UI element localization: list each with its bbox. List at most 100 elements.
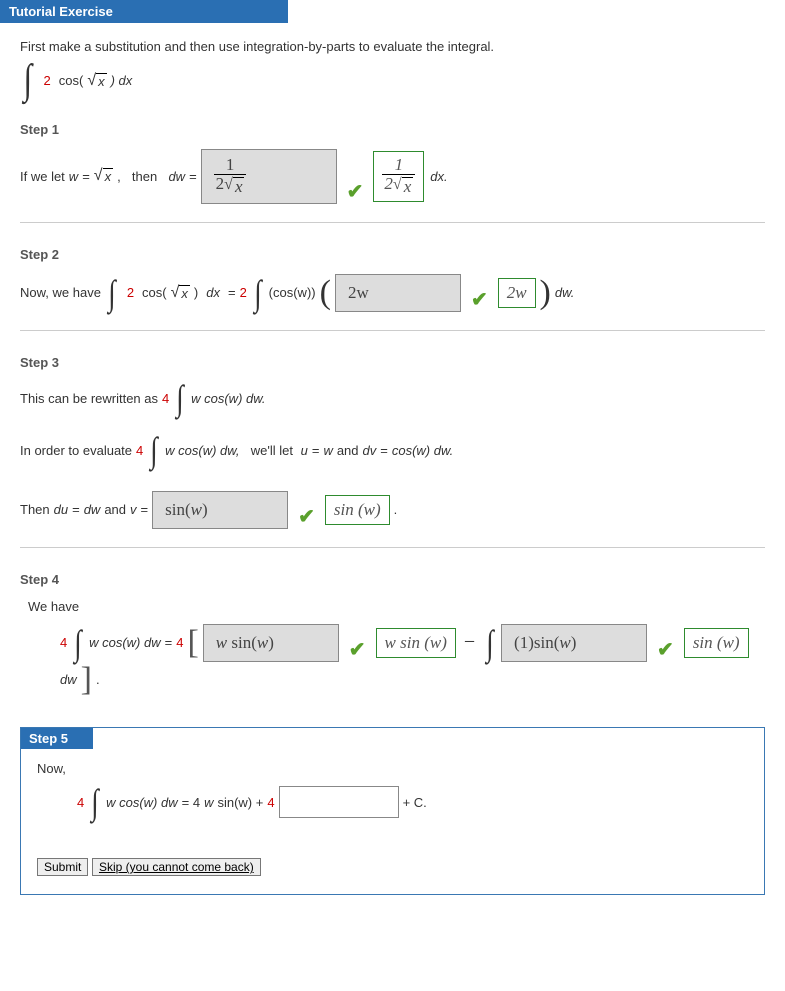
step2-gray-val: 2w <box>348 283 369 303</box>
step3-line1: This can be rewritten as 4 ∫ w cos(w) dw… <box>20 382 765 414</box>
step3-coeff1: 4 <box>162 391 169 406</box>
step3-line2: In order to evaluate 4 ∫ w cos(w) dw, we… <box>20 434 765 466</box>
step2-coeff1: 2 <box>123 285 138 300</box>
step1-green-frac: 1 2√x <box>382 156 415 197</box>
step2-sqrt: √ x <box>171 285 190 301</box>
step2-cos: cos( <box>142 285 167 300</box>
step5-rhs2: sin(w) + <box>217 795 263 810</box>
intro-integral: ∫ 2 cos( √ x ) dx <box>20 64 765 98</box>
skip-label: Skip (you cannot come back) <box>99 860 254 874</box>
step5-eq: = 4 <box>182 795 200 810</box>
step5-title: Step 5 <box>21 728 93 749</box>
integral-sign-icon: ∫ <box>108 277 115 309</box>
intro-sqrt-arg: x <box>96 73 107 89</box>
sqrt-sign-icon: √ <box>87 73 96 89</box>
sqrt-sign-icon: √ <box>171 285 180 301</box>
check-icon: ✔ <box>657 637 674 662</box>
step3-expr2: w cos(w) dw, <box>165 443 239 458</box>
check-icon: ✔ <box>347 179 364 204</box>
step1-then: then <box>125 169 165 184</box>
step3-eq2: = <box>380 443 388 458</box>
step5-answer-input[interactable] <box>279 786 399 818</box>
step1-pre: If we let <box>20 169 65 184</box>
tutorial-header: Tutorial Exercise <box>0 0 288 23</box>
integral-sign-icon: ∫ <box>74 627 81 659</box>
step1-title: Step 1 <box>20 122 765 137</box>
step2-sqrt-arg: x <box>179 285 190 301</box>
step3-eq1: = <box>312 443 320 458</box>
step4-answer-box1[interactable]: w sin(w) <box>203 624 339 662</box>
step1-answer-box[interactable]: 1 2√x <box>201 149 337 204</box>
intro-cos-open: cos( <box>59 73 84 88</box>
step1-line: If we let w = √ x , then dw = 1 2√x ✔ 1 <box>20 149 765 204</box>
step1-dw: dw <box>168 169 185 184</box>
step1-sqrt-arg: x <box>103 168 114 184</box>
step4-line: 4 ∫ w cos(w) dw = 4 [ w sin(w) ✔ w sin (… <box>60 624 765 693</box>
step1-correct-box: 1 2√x <box>373 151 424 202</box>
step1-gray-frac: 1 2√x <box>214 156 247 197</box>
step4-dw: dw <box>60 672 77 687</box>
step3-l3-pre: Then <box>20 502 50 517</box>
sqrt-sign-icon: √ <box>224 177 233 193</box>
step3-v: v <box>130 502 137 517</box>
step3-du: du <box>54 502 68 517</box>
step3-expr1: w cos(w) dw. <box>191 391 265 406</box>
step4-wehave: We have <box>28 599 765 614</box>
step4-lhs: w cos(w) dw <box>89 635 161 650</box>
step4-coeff: 4 <box>60 635 67 650</box>
integral-sign-icon: ∫ <box>254 277 261 309</box>
integral-sign-icon: ∫ <box>176 382 183 414</box>
lparen-icon: ( <box>320 279 331 306</box>
step5-rhs1: w <box>204 795 213 810</box>
step1-sqrt: √ x <box>94 168 113 184</box>
step3-answer-box[interactable]: sin(w) <box>152 491 288 529</box>
step3-u: u <box>301 443 308 458</box>
step4-gray1: w sin(w) <box>216 633 274 653</box>
step3-and1: and <box>337 443 359 458</box>
step2-close: ) <box>194 285 198 300</box>
step4-title: Step 4 <box>20 572 765 587</box>
divider <box>20 222 765 223</box>
step5-lhs: w cos(w) dw <box>106 795 178 810</box>
sqrt-sign-icon: √ <box>393 177 402 193</box>
step5-container: Step 5 Now, 4 ∫ w cos(w) dw = 4 w sin(w)… <box>20 727 765 895</box>
step5-coeff: 4 <box>77 795 84 810</box>
step2-line: Now, we have ∫ 2 cos( √ x ) dx = 2 ∫ (co… <box>20 274 765 312</box>
step1-green-den-arg: x <box>402 177 414 197</box>
submit-button[interactable]: Submit <box>37 858 88 876</box>
step2-correct-box: 2w <box>498 278 536 308</box>
step3-dv: dv <box>363 443 377 458</box>
step3-w: w <box>323 443 332 458</box>
step3-title: Step 3 <box>20 355 765 370</box>
intro-dx: ) dx <box>111 73 133 88</box>
step4-green1: w sin (w) <box>385 633 447 653</box>
step3-green-val: sin (w) <box>334 500 381 520</box>
step1-gray-den-arg: x <box>233 177 245 197</box>
step2-coeff2: 2 <box>240 285 247 300</box>
intro-coeff: 2 <box>40 73 55 88</box>
step1-eq2: = <box>189 169 197 184</box>
step2-answer-box[interactable]: 2w <box>335 274 461 312</box>
step3-eq4: = <box>141 502 149 517</box>
step5-buttons: Submit Skip (you cannot come back) <box>37 858 748 876</box>
step3-dot: . <box>394 502 398 517</box>
step4-answer-box2[interactable]: (1)sin(w) <box>501 624 647 662</box>
intro-text: First make a substitution and then use i… <box>20 39 765 54</box>
step3-coeff2: 4 <box>136 443 143 458</box>
skip-button[interactable]: Skip (you cannot come back) <box>92 858 261 876</box>
step1-gray-num: 1 <box>224 156 237 175</box>
step5-four: 4 <box>267 795 274 810</box>
step1-green-num: 1 <box>393 156 406 175</box>
step2-dx: dx <box>202 285 224 300</box>
step4-minus: − <box>464 631 475 654</box>
step3-l1-pre: This can be rewritten as <box>20 391 158 406</box>
step2-title: Step 2 <box>20 247 765 262</box>
step1-dx: dx. <box>430 169 447 184</box>
divider <box>20 330 765 331</box>
step2-dw: dw. <box>555 285 575 300</box>
intro-sqrt: √ x <box>87 73 106 89</box>
step3-l2-mid: we'll let <box>244 443 297 458</box>
step4-coeff2: 4 <box>176 635 183 650</box>
step1-green-den-coeff: 2 <box>384 174 393 193</box>
sqrt-sign-icon: √ <box>94 168 103 184</box>
